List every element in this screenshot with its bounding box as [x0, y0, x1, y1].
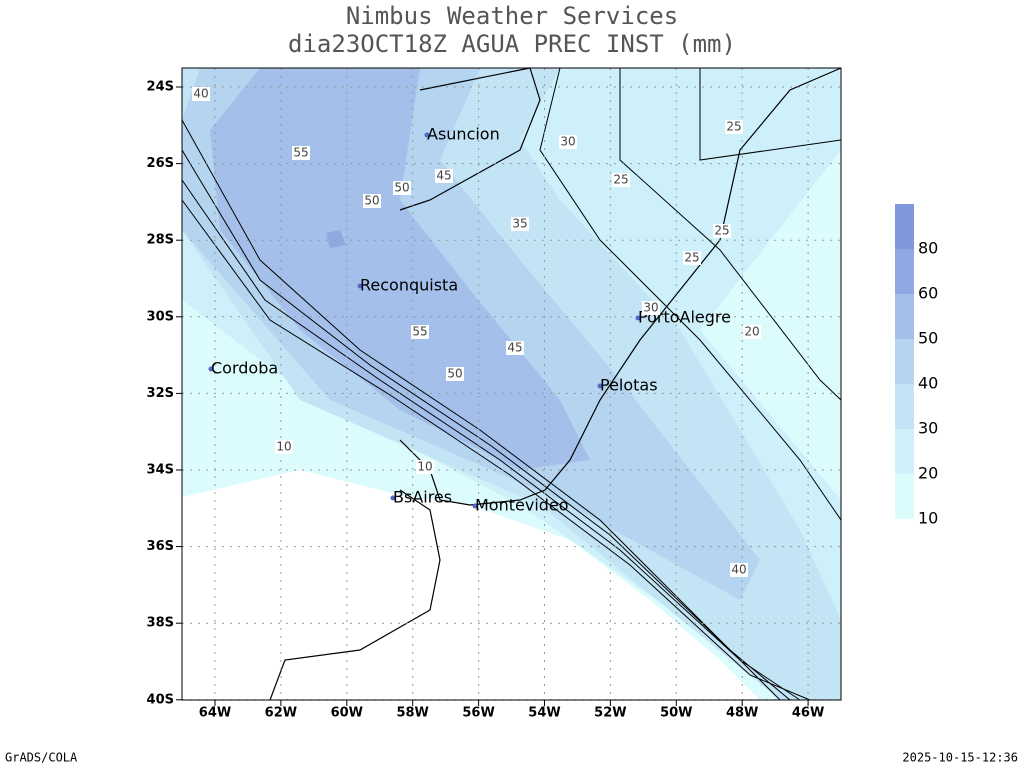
lat-tick-label: 40S — [147, 692, 174, 707]
subtitle: dia23OCT18Z AGUA PREC INST (mm) — [288, 30, 736, 58]
footer-right: 2025-10-15-12:36 — [902, 751, 1018, 765]
city-dot — [635, 315, 641, 321]
contour-label: 10 — [417, 460, 432, 474]
contours — [181, 67, 842, 701]
colorbar-label: 20 — [918, 464, 938, 483]
contour-label-bg — [642, 301, 660, 315]
contour-label: 45 — [436, 169, 451, 183]
contour-label-bg — [192, 87, 210, 101]
city-label: PortoAlegre — [638, 308, 731, 327]
coast — [269, 67, 842, 701]
lon-tick-label: 64W — [199, 706, 231, 721]
map-frame — [181, 67, 842, 701]
contour-label-bg — [612, 173, 630, 187]
lat-tick-label: 32S — [147, 386, 174, 401]
colorbar-segment — [895, 249, 914, 294]
contour-label-bg — [506, 341, 524, 355]
contour-label: 25 — [613, 173, 628, 187]
contour-label-bg — [446, 367, 464, 381]
contour-label: 40 — [193, 87, 208, 101]
lon-tick-label: 50W — [660, 706, 692, 721]
contour-label-bg — [725, 120, 743, 134]
contour-label: 50 — [364, 194, 379, 208]
contour-label: 40 — [731, 563, 746, 577]
city-label: Asuncion — [427, 125, 500, 144]
contour-label-bg — [411, 325, 429, 339]
city-label: Pelotas — [600, 376, 658, 395]
city-dot — [424, 132, 430, 138]
colorbar-segment — [895, 204, 914, 249]
footer-left: GrADS/COLA — [5, 751, 78, 765]
city-dot — [597, 383, 603, 389]
lon-tick-label: 54W — [528, 706, 560, 721]
lon-tick-label: 62W — [265, 706, 297, 721]
contour-label: 25 — [684, 251, 699, 265]
contour-label-bg — [435, 169, 453, 183]
contour-label-bg — [713, 224, 731, 238]
contour-label-bg — [743, 325, 761, 339]
city-dot — [390, 495, 396, 501]
contour-label-bg — [559, 135, 577, 149]
lat-tick-label: 30S — [147, 309, 174, 324]
contour-label-bg — [393, 181, 411, 195]
lat-tick-label: 36S — [147, 539, 174, 554]
lat-tick-label: 38S — [147, 616, 174, 631]
lat-tick-label: 34S — [147, 463, 174, 478]
contour-label: 35 — [512, 217, 527, 231]
contour-label-bg — [275, 440, 293, 454]
colorbar-label: 30 — [918, 419, 938, 438]
contour-label: 50 — [394, 181, 409, 195]
city-dot — [357, 283, 363, 289]
contour-label-bg — [416, 460, 434, 474]
contour-label: 30 — [560, 135, 575, 149]
colorbar-label: 40 — [918, 374, 938, 393]
colorbar-segment — [895, 384, 914, 429]
contour-label: 50 — [447, 367, 462, 381]
contour-label: 55 — [293, 146, 308, 160]
colorbar-segment — [895, 474, 914, 519]
title: Nimbus Weather Services — [346, 2, 678, 30]
contour-label: 20 — [744, 325, 759, 339]
colorbar-label: 50 — [918, 329, 938, 348]
colorbar-segment — [895, 429, 914, 474]
lon-tick-label: 48W — [726, 706, 758, 721]
contour-label: 45 — [507, 341, 522, 355]
contour-label: 25 — [726, 120, 741, 134]
colorbar-label: 10 — [918, 509, 938, 528]
lon-tick-label: 60W — [331, 706, 363, 721]
city-dot — [208, 366, 214, 372]
contour-label-bg — [511, 217, 529, 231]
contour-label: 25 — [714, 224, 729, 238]
city-label: Reconquista — [360, 276, 458, 295]
contour-label: 10 — [276, 440, 291, 454]
contour-label-bg — [730, 563, 748, 577]
lon-tick-label: 46W — [792, 706, 824, 721]
colorbar-segment — [895, 294, 914, 339]
colorbar-label: 60 — [918, 284, 938, 303]
contour-label: 30 — [643, 301, 658, 315]
lon-tick-label: 56W — [462, 706, 494, 721]
colorbar-segment — [895, 339, 914, 384]
contour-label-bg — [292, 146, 310, 160]
city-label: Montevideo — [475, 496, 569, 515]
city-dot — [472, 503, 478, 509]
lat-tick-label: 24S — [147, 80, 174, 95]
contour-label-bg — [683, 251, 701, 265]
lon-tick-label: 58W — [396, 706, 428, 721]
lat-tick-label: 26S — [147, 156, 174, 171]
contour-label-bg — [363, 194, 381, 208]
lon-tick-label: 52W — [594, 706, 626, 721]
contour-label: 55 — [412, 325, 427, 339]
lat-tick-label: 28S — [147, 233, 174, 248]
city-label: BsAires — [393, 488, 452, 507]
city-label: Cordoba — [211, 359, 278, 378]
colorbar-label: 80 — [918, 239, 938, 258]
